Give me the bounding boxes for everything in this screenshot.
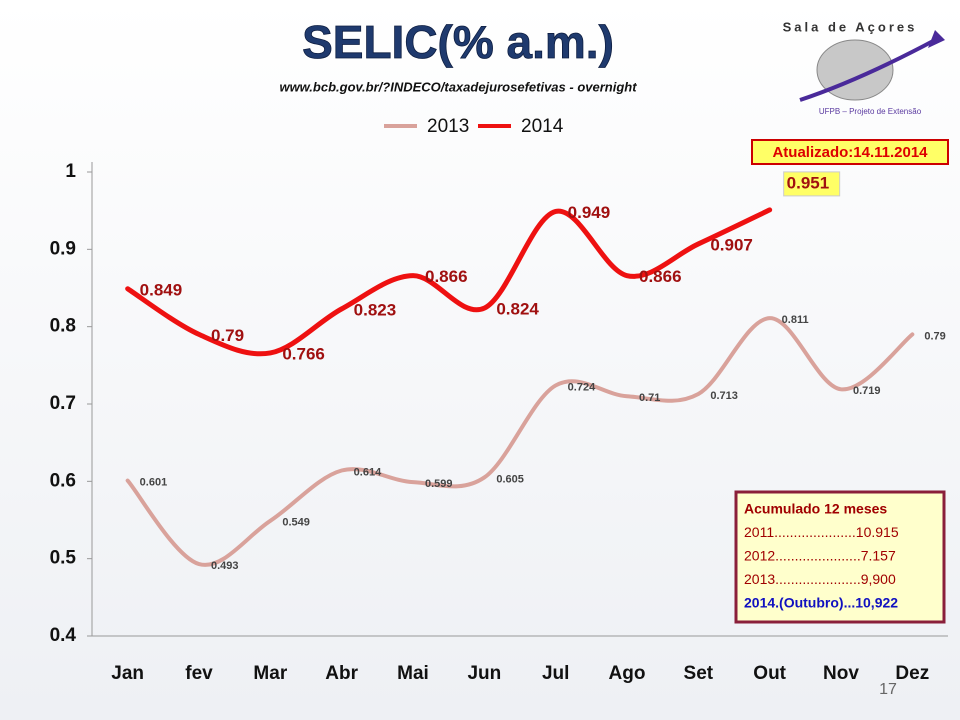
subtitle: www.bcb.gov.br/?INDECO/taxadejurosefetiv…	[279, 79, 637, 94]
value-label: 0.849	[140, 280, 183, 299]
accumulated-line: 2011.....................10.915	[744, 524, 899, 540]
value-label: 0.605	[496, 473, 524, 485]
value-label: 0.599	[425, 478, 453, 490]
value-label-bg	[783, 171, 841, 197]
value-label: 0.949	[568, 203, 611, 222]
y-tick-label: 1	[65, 161, 76, 182]
logo-arrow	[799, 38, 936, 102]
logo: Sala de Açores UFPB – Projeto de Extensã…	[783, 19, 945, 116]
x-tick-label: Jul	[542, 663, 569, 684]
updated-box	[751, 139, 949, 165]
y-tick-label: 0.7	[50, 393, 76, 414]
accumulated-line: 2012......................7.157	[744, 548, 896, 564]
logo-subtext: UFPB – Projeto de Extensão	[819, 107, 922, 116]
y-tick-label: 0.9	[50, 238, 76, 259]
accumulated-line: 2014.(Outubro)...10,922	[744, 595, 898, 611]
value-label: 0.493	[211, 560, 239, 572]
x-tick-label: Jun	[467, 663, 501, 684]
value-label: 0.601	[140, 476, 168, 488]
value-label: 0.951	[787, 173, 830, 192]
x-tick-label: Abr	[325, 663, 358, 684]
series-line	[125, 316, 915, 567]
value-label: 0.719	[853, 385, 881, 397]
x-tick-label: Mai	[397, 663, 429, 684]
legend-label: 2013	[427, 116, 469, 137]
value-label: 0.79	[924, 330, 945, 342]
value-label: 0.824	[496, 300, 539, 319]
value-label: 0.766	[282, 344, 325, 363]
logo-text: Sala de Açores	[783, 19, 918, 34]
value-label: 0.823	[354, 300, 397, 319]
value-label: 0.724	[568, 381, 596, 393]
value-label: 0.866	[639, 267, 682, 286]
y-tick-label: 0.5	[50, 548, 77, 569]
series-line	[125, 207, 773, 357]
y-tick-label: 0.6	[50, 470, 76, 491]
accumulated-box	[734, 490, 946, 624]
y-tick-label: 0.4	[50, 625, 77, 646]
value-label: 0.866	[425, 267, 468, 286]
x-tick-label: Nov	[823, 663, 859, 684]
value-label: 0.811	[782, 314, 809, 326]
value-label: 0.79	[211, 326, 244, 345]
x-tick-label: Mar	[253, 663, 287, 684]
accumulated-line: Acumulado 12 meses	[744, 501, 887, 517]
chart-title: SELIC(% a.m.)	[302, 16, 614, 68]
x-tick-label: Out	[753, 663, 786, 684]
value-label: 0.713	[710, 390, 738, 402]
x-tick-label: fev	[185, 663, 213, 684]
x-tick-label: Dez	[895, 663, 929, 684]
accumulated-line: 2013......................9,900	[744, 571, 896, 587]
y-tick-label: 0.8	[50, 316, 76, 337]
value-label: 0.71	[639, 392, 660, 404]
logo-arrowhead	[928, 30, 945, 48]
value-label: 0.614	[354, 466, 382, 478]
x-tick-label: Jan	[111, 663, 144, 684]
x-tick-label: Ago	[609, 663, 646, 684]
x-tick-label: Set	[684, 663, 714, 684]
value-label: 0.549	[282, 517, 310, 529]
value-label: 0.907	[710, 235, 753, 254]
page-number: 17	[879, 681, 897, 698]
updated-text: Atualizado:14.11.2014	[772, 144, 928, 161]
legend-label: 2014	[521, 116, 564, 137]
